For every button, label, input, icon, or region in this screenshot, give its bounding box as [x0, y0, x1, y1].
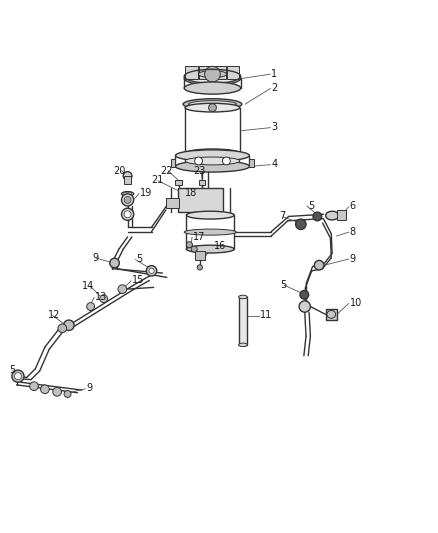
Circle shape — [118, 285, 127, 294]
Ellipse shape — [185, 157, 240, 165]
Text: 1: 1 — [271, 69, 277, 79]
Circle shape — [300, 290, 309, 299]
Bar — [213, 66, 226, 79]
Circle shape — [191, 246, 197, 252]
Text: 8: 8 — [350, 227, 356, 237]
Bar — [227, 66, 240, 79]
Ellipse shape — [325, 211, 339, 220]
Text: 14: 14 — [82, 281, 95, 291]
Circle shape — [41, 385, 49, 393]
Circle shape — [87, 303, 95, 310]
Text: 19: 19 — [140, 188, 152, 198]
Text: 5: 5 — [308, 200, 314, 211]
Text: 21: 21 — [152, 175, 164, 185]
Text: 9: 9 — [86, 383, 92, 393]
Text: 6: 6 — [350, 201, 356, 212]
Bar — [336, 211, 346, 220]
Circle shape — [149, 268, 154, 273]
Circle shape — [186, 241, 192, 248]
Circle shape — [53, 387, 61, 396]
Circle shape — [100, 295, 108, 303]
Ellipse shape — [239, 343, 247, 346]
Text: 3: 3 — [271, 122, 277, 132]
Text: 9: 9 — [93, 253, 99, 263]
Ellipse shape — [188, 101, 237, 108]
Bar — [124, 176, 131, 184]
Text: 20: 20 — [114, 166, 126, 176]
Circle shape — [58, 324, 67, 333]
Bar — [239, 297, 247, 345]
Bar — [176, 180, 183, 185]
Bar — [185, 66, 198, 79]
Text: 22: 22 — [160, 166, 173, 176]
Bar — [250, 158, 254, 167]
Ellipse shape — [184, 229, 237, 235]
Ellipse shape — [176, 161, 250, 172]
Text: 10: 10 — [350, 298, 362, 308]
Circle shape — [223, 157, 230, 165]
Text: 2: 2 — [271, 83, 278, 93]
Bar — [166, 198, 179, 208]
Ellipse shape — [186, 211, 234, 219]
Bar — [178, 188, 223, 212]
Text: 16: 16 — [214, 240, 226, 251]
Text: 11: 11 — [260, 310, 272, 320]
Circle shape — [146, 265, 157, 276]
Circle shape — [124, 197, 131, 204]
Ellipse shape — [176, 150, 250, 161]
Text: 9: 9 — [350, 254, 356, 264]
Circle shape — [110, 258, 119, 268]
Circle shape — [313, 212, 322, 221]
Circle shape — [121, 208, 134, 220]
Ellipse shape — [198, 71, 226, 78]
Bar — [325, 309, 337, 320]
Circle shape — [205, 66, 220, 82]
Circle shape — [197, 265, 202, 270]
Bar — [199, 66, 212, 79]
Text: 15: 15 — [132, 276, 145, 286]
Circle shape — [208, 104, 216, 111]
Bar — [171, 158, 176, 167]
Ellipse shape — [121, 192, 134, 196]
Circle shape — [123, 172, 132, 180]
Circle shape — [14, 373, 21, 379]
Ellipse shape — [184, 82, 241, 94]
Text: 12: 12 — [48, 310, 61, 320]
Ellipse shape — [186, 245, 234, 253]
Circle shape — [194, 157, 202, 165]
Ellipse shape — [185, 149, 240, 158]
Circle shape — [299, 301, 311, 312]
Text: 5: 5 — [9, 365, 15, 375]
Text: 18: 18 — [185, 188, 197, 198]
Ellipse shape — [124, 192, 131, 195]
Circle shape — [124, 211, 131, 218]
Ellipse shape — [327, 310, 336, 318]
Ellipse shape — [239, 295, 247, 298]
Text: 17: 17 — [193, 232, 205, 242]
Circle shape — [64, 320, 74, 330]
Ellipse shape — [184, 72, 241, 85]
Text: 5: 5 — [280, 280, 286, 290]
Bar — [198, 180, 205, 185]
Circle shape — [314, 261, 324, 270]
Text: 13: 13 — [95, 292, 107, 302]
Text: 7: 7 — [279, 212, 285, 221]
Text: 4: 4 — [271, 159, 277, 169]
Text: 23: 23 — [193, 166, 205, 176]
Ellipse shape — [185, 103, 240, 112]
Circle shape — [64, 391, 71, 398]
Text: 5: 5 — [136, 254, 142, 264]
Circle shape — [121, 194, 134, 206]
Ellipse shape — [183, 99, 242, 110]
Bar — [195, 251, 205, 260]
Circle shape — [12, 370, 24, 382]
Circle shape — [296, 219, 306, 230]
Circle shape — [30, 382, 39, 391]
